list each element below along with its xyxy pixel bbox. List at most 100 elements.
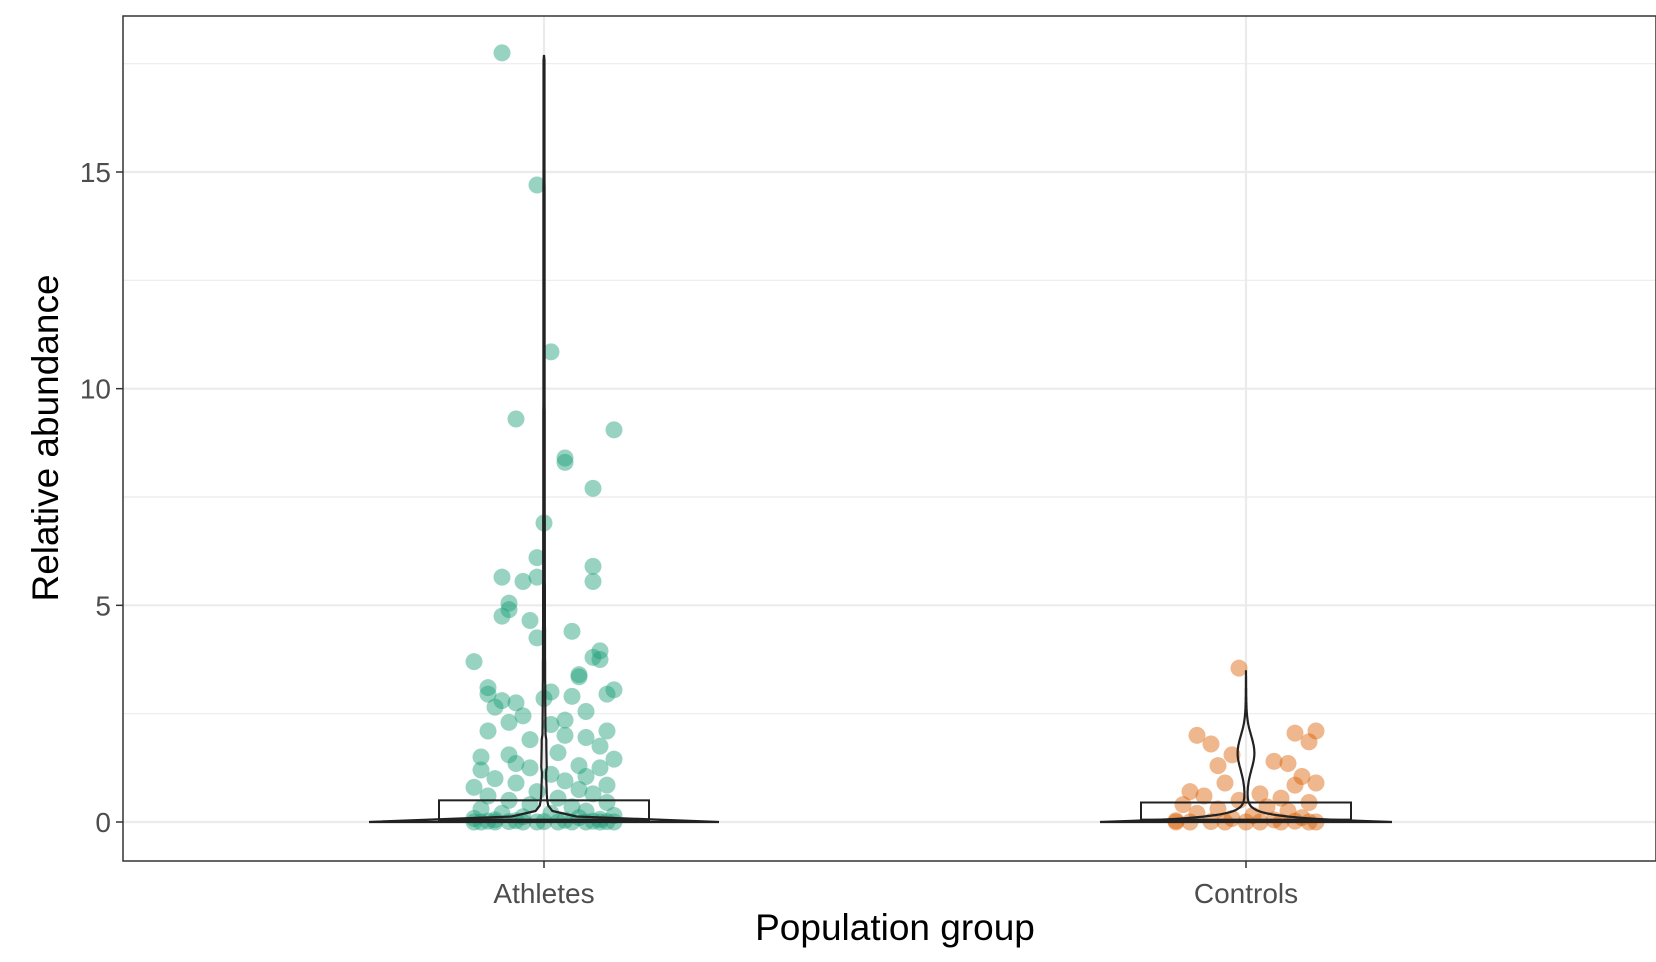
data-point-athletes [563, 687, 581, 705]
data-point-controls [1307, 774, 1325, 792]
data-point-athletes [577, 768, 595, 785]
data-point-athletes [479, 679, 497, 697]
x-tick-label: Controls [1194, 878, 1298, 909]
data-point-athletes [556, 711, 574, 729]
data-point-athletes [507, 694, 525, 712]
data-point-athletes [472, 748, 490, 766]
data-point-controls [1293, 768, 1311, 785]
y-tick-label: 0 [95, 807, 111, 838]
data-point-athletes [570, 781, 588, 798]
data-point-athletes [584, 557, 602, 575]
violin-layer [368, 54, 1393, 824]
data-point-athletes [556, 772, 574, 790]
violin-controls [1099, 670, 1393, 824]
data-point-athletes [570, 757, 588, 775]
data-point-athletes [570, 668, 588, 686]
data-point-controls [1195, 787, 1213, 805]
data-point-controls [1265, 752, 1283, 770]
x-tick-label: Athletes [493, 878, 594, 909]
data-point-controls [1181, 783, 1199, 801]
data-point-controls [1174, 796, 1192, 814]
y-tick-label: 15 [80, 157, 111, 188]
data-point-controls [1202, 735, 1220, 753]
data-point-athletes [584, 479, 602, 497]
data-point-athletes [528, 176, 546, 194]
data-point-athletes [500, 601, 518, 619]
data-point-athletes [598, 794, 616, 811]
data-point-athletes [465, 778, 483, 796]
data-point-athletes [591, 651, 609, 668]
panel-border [122, 15, 1656, 862]
y-axis-title: Relative abundance [25, 274, 66, 601]
data-point-athletes [542, 716, 560, 733]
data-point-athletes [605, 750, 623, 768]
violin-athletes [368, 54, 720, 824]
data-point-athletes [521, 612, 539, 629]
data-point-athletes [549, 744, 567, 762]
data-point-controls [1307, 722, 1325, 740]
data-point-athletes [591, 759, 609, 777]
data-point-controls [1286, 776, 1304, 794]
data-point-athletes [577, 703, 595, 720]
data-point-athletes [493, 44, 511, 62]
data-point-athletes [598, 722, 616, 740]
data-point-athletes [465, 653, 483, 671]
boxplot-controls [1140, 801, 1352, 823]
data-point-athletes [500, 594, 518, 612]
data-point-athletes [598, 776, 616, 794]
data-point-controls [1300, 733, 1318, 751]
data-point-athletes [521, 731, 539, 749]
data-point-athletes [577, 729, 595, 746]
data-point-athletes [556, 449, 574, 467]
data-point-athletes [493, 692, 511, 710]
axis-layer: 0 5 10 15 Athletes Controls [80, 157, 1298, 909]
data-point-controls [1286, 724, 1304, 742]
data-point-controls [1188, 726, 1206, 744]
data-point-athletes [493, 568, 511, 586]
data-point-athletes [605, 681, 623, 699]
data-point-athletes [542, 343, 560, 361]
data-point-athletes [542, 804, 560, 822]
data-point-athletes [556, 726, 574, 744]
data-point-athletes [521, 759, 539, 777]
data-point-athletes [493, 607, 511, 625]
x-axis-title: Population group [755, 907, 1035, 948]
data-point-athletes [570, 666, 588, 684]
data-point-athletes [563, 798, 581, 816]
data-point-athletes [514, 573, 532, 590]
data-point-athletes [472, 761, 490, 779]
data-point-athletes [584, 648, 602, 666]
data-point-athletes [563, 622, 581, 640]
data-point-athletes [472, 800, 490, 818]
data-point-athletes [486, 770, 504, 788]
data-point-athletes [479, 685, 497, 703]
data-point-athletes [507, 755, 525, 772]
box-layer [438, 799, 1352, 823]
data-point-athletes [514, 707, 532, 725]
data-point-athletes [577, 802, 595, 820]
data-point-athletes [486, 698, 504, 716]
data-point-controls [1216, 774, 1234, 792]
panel-background [123, 16, 1656, 861]
data-point-athletes [528, 549, 546, 567]
data-point-controls [1230, 659, 1248, 677]
data-point-athletes [528, 629, 546, 647]
data-point-athletes [584, 785, 602, 803]
data-point-controls [1251, 785, 1269, 803]
data-point-athletes [479, 722, 497, 740]
data-point-athletes [528, 568, 546, 586]
y-tick-label: 5 [95, 590, 111, 621]
data-point-athletes [500, 713, 518, 731]
data-point-athletes [507, 410, 525, 428]
data-point-controls [1209, 757, 1227, 775]
data-point-athletes [556, 453, 574, 471]
data-point-athletes [584, 573, 602, 590]
y-tick-label: 10 [80, 374, 111, 405]
data-point-athletes [507, 774, 525, 792]
data-point-athletes [605, 421, 623, 439]
data-point-athletes [500, 746, 518, 764]
data-point-controls [1279, 755, 1297, 772]
data-point-athletes [535, 690, 553, 707]
